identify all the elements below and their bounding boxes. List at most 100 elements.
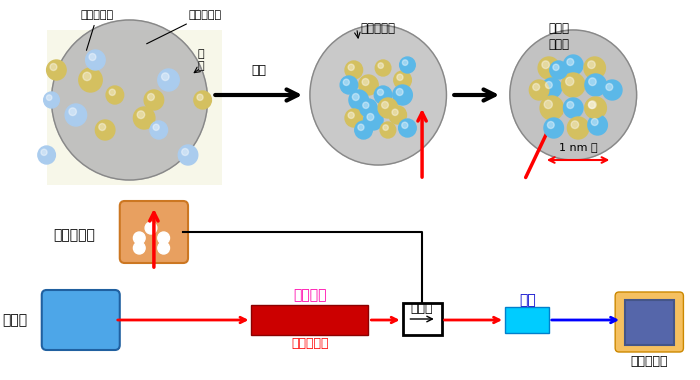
Circle shape bbox=[144, 90, 164, 110]
Circle shape bbox=[553, 64, 559, 70]
Circle shape bbox=[383, 125, 389, 130]
Circle shape bbox=[349, 90, 368, 110]
Circle shape bbox=[402, 60, 408, 65]
Text: 高温・高圧: 高温・高圧 bbox=[291, 337, 329, 350]
Circle shape bbox=[547, 122, 554, 128]
FancyBboxPatch shape bbox=[120, 201, 188, 263]
Circle shape bbox=[402, 122, 408, 128]
Circle shape bbox=[603, 80, 622, 100]
FancyBboxPatch shape bbox=[615, 292, 683, 352]
Circle shape bbox=[588, 61, 595, 68]
Circle shape bbox=[588, 101, 595, 109]
Circle shape bbox=[43, 92, 60, 108]
Text: ヒーター: ヒーター bbox=[293, 288, 327, 302]
Circle shape bbox=[396, 89, 403, 95]
Circle shape bbox=[47, 60, 66, 80]
Circle shape bbox=[589, 78, 596, 86]
Circle shape bbox=[99, 124, 106, 130]
Circle shape bbox=[542, 61, 550, 68]
Circle shape bbox=[145, 222, 157, 234]
Circle shape bbox=[585, 97, 606, 119]
Circle shape bbox=[544, 100, 552, 109]
Circle shape bbox=[588, 115, 608, 135]
Circle shape bbox=[567, 59, 574, 65]
Text: 担
体: 担 体 bbox=[198, 49, 204, 71]
FancyBboxPatch shape bbox=[251, 305, 368, 335]
FancyBboxPatch shape bbox=[505, 307, 549, 333]
Circle shape bbox=[137, 111, 145, 119]
Text: 原料＋担体: 原料＋担体 bbox=[53, 228, 95, 242]
Circle shape bbox=[50, 63, 57, 71]
Circle shape bbox=[182, 149, 188, 155]
Circle shape bbox=[566, 77, 574, 86]
Circle shape bbox=[362, 79, 369, 86]
Circle shape bbox=[162, 73, 169, 81]
FancyBboxPatch shape bbox=[402, 303, 442, 335]
Circle shape bbox=[592, 119, 598, 125]
Circle shape bbox=[382, 101, 388, 109]
Circle shape bbox=[538, 57, 559, 79]
Circle shape bbox=[158, 242, 169, 254]
Circle shape bbox=[585, 98, 604, 118]
Circle shape bbox=[397, 74, 403, 81]
Circle shape bbox=[377, 89, 384, 95]
Text: 原子状金属: 原子状金属 bbox=[360, 22, 395, 35]
Circle shape bbox=[134, 107, 155, 129]
Circle shape bbox=[542, 78, 561, 98]
Text: 金属イオン: 金属イオン bbox=[146, 10, 221, 44]
Circle shape bbox=[41, 149, 47, 155]
Circle shape bbox=[510, 30, 636, 160]
Circle shape bbox=[134, 242, 145, 254]
Text: 合金化
粒成長: 合金化 粒成長 bbox=[548, 22, 569, 51]
Circle shape bbox=[153, 124, 159, 130]
Circle shape bbox=[150, 121, 167, 139]
Circle shape bbox=[348, 64, 354, 70]
Circle shape bbox=[95, 120, 115, 140]
Circle shape bbox=[69, 108, 76, 116]
Circle shape bbox=[46, 95, 52, 100]
Circle shape bbox=[567, 101, 574, 109]
Circle shape bbox=[394, 71, 412, 89]
Circle shape bbox=[83, 72, 91, 81]
Circle shape bbox=[564, 98, 583, 118]
Circle shape bbox=[310, 25, 447, 165]
Circle shape bbox=[52, 20, 207, 180]
Text: 回収タンク: 回収タンク bbox=[631, 355, 668, 368]
Circle shape bbox=[194, 91, 211, 109]
Circle shape bbox=[358, 75, 378, 95]
Circle shape bbox=[399, 119, 416, 137]
Circle shape bbox=[374, 86, 392, 104]
Circle shape bbox=[544, 118, 564, 138]
Circle shape bbox=[340, 76, 358, 94]
Circle shape bbox=[345, 61, 363, 79]
Circle shape bbox=[568, 117, 589, 139]
Circle shape bbox=[178, 145, 198, 165]
Circle shape bbox=[158, 69, 179, 91]
Text: 還元: 還元 bbox=[252, 63, 267, 76]
FancyBboxPatch shape bbox=[625, 300, 673, 345]
Circle shape bbox=[606, 84, 612, 90]
Circle shape bbox=[529, 80, 549, 100]
Text: 冷却: 冷却 bbox=[519, 293, 536, 307]
Text: 反応部: 反応部 bbox=[411, 302, 433, 315]
Circle shape bbox=[363, 102, 369, 108]
Circle shape bbox=[79, 68, 102, 92]
Circle shape bbox=[343, 79, 349, 86]
Circle shape bbox=[393, 85, 412, 105]
Circle shape bbox=[352, 93, 359, 100]
Circle shape bbox=[584, 57, 606, 79]
Circle shape bbox=[561, 73, 585, 97]
Circle shape bbox=[348, 112, 354, 119]
Circle shape bbox=[106, 86, 124, 104]
Circle shape bbox=[65, 104, 87, 126]
Circle shape bbox=[545, 81, 552, 89]
Circle shape bbox=[589, 101, 596, 109]
Circle shape bbox=[400, 57, 415, 73]
Circle shape bbox=[571, 121, 579, 128]
Circle shape bbox=[109, 89, 116, 95]
Circle shape bbox=[378, 63, 384, 68]
Circle shape bbox=[148, 93, 155, 100]
Circle shape bbox=[375, 60, 391, 76]
Circle shape bbox=[89, 54, 96, 60]
Text: 還元剤: 還元剤 bbox=[2, 313, 27, 327]
